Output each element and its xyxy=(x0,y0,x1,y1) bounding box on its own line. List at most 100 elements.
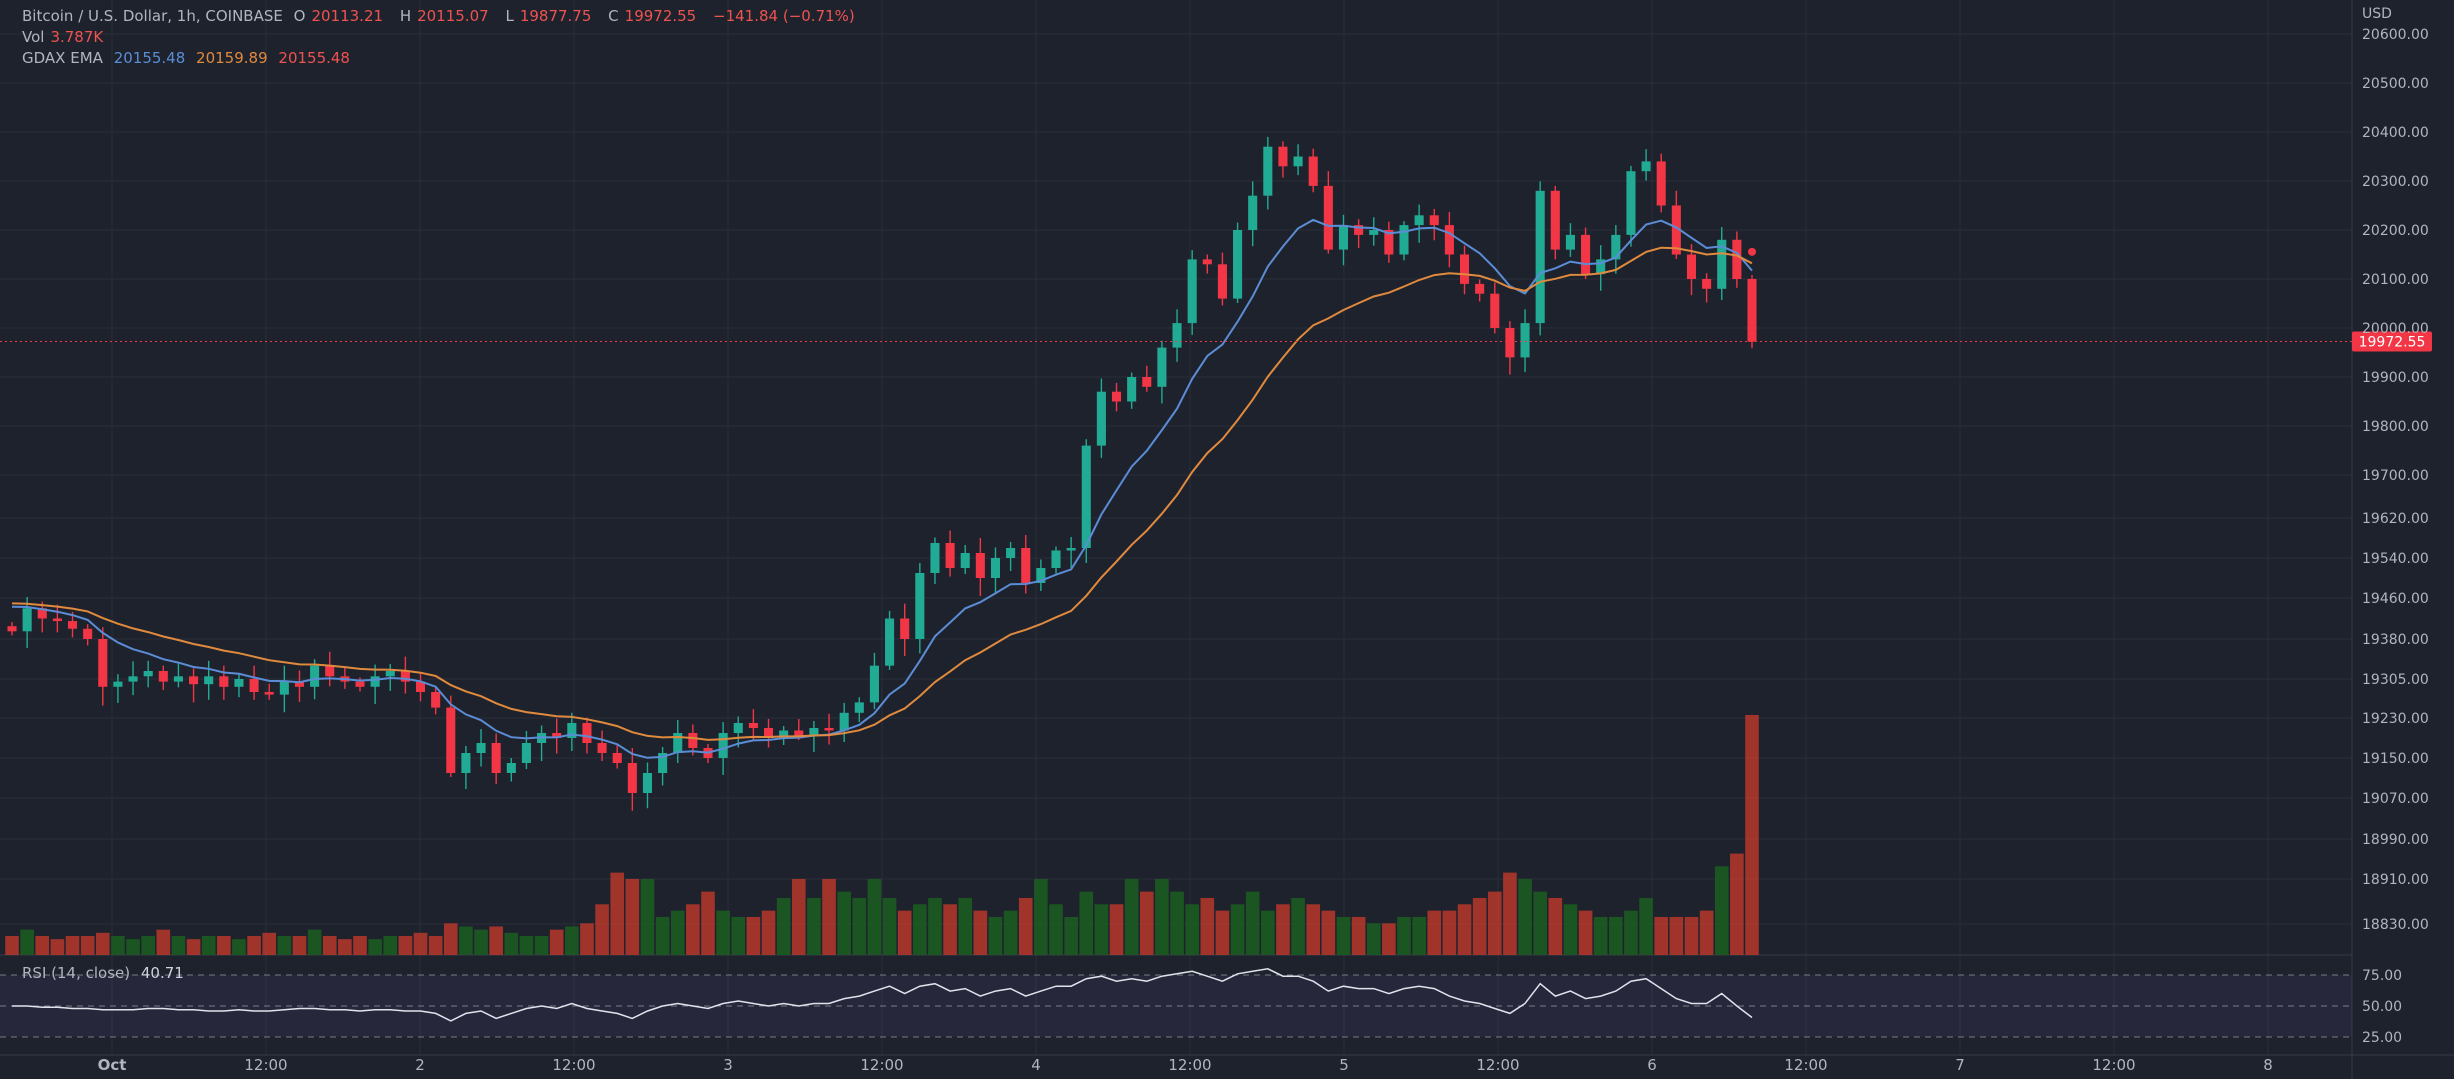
volume-bar xyxy=(1336,916,1351,955)
candle-body xyxy=(1671,205,1681,255)
volume-bar xyxy=(1003,910,1018,955)
ohlc-high: H 20115.07 xyxy=(399,7,489,25)
volume-bar xyxy=(65,935,80,955)
ema-label: GDAX EMA xyxy=(22,49,103,67)
volume-value: 3.787K xyxy=(50,28,104,46)
volume-bar xyxy=(1412,916,1426,955)
volume-bar xyxy=(111,935,125,955)
rsi-line xyxy=(12,968,1753,1022)
volume-bar xyxy=(5,935,19,955)
candle-body xyxy=(915,573,925,639)
candle-body xyxy=(1459,254,1470,284)
candle-body xyxy=(1278,146,1288,167)
candle-body xyxy=(854,702,864,713)
volume-bar xyxy=(126,939,140,955)
rsi-tick-label: 25.00 xyxy=(2362,1030,2402,1046)
price-tick-label: 19230.00 xyxy=(2362,711,2429,727)
volume-bar xyxy=(1079,891,1094,955)
volume-bar xyxy=(186,939,201,955)
volume-bar xyxy=(716,910,730,955)
volume-bar xyxy=(701,891,715,955)
candle-body xyxy=(1747,279,1757,342)
candle-body xyxy=(1066,548,1076,551)
ohlc-open: O 20113.21 xyxy=(293,7,384,25)
candle-body xyxy=(748,723,758,728)
volume-bar xyxy=(95,932,110,955)
rsi-tick-label: 50.00 xyxy=(2362,999,2402,1015)
price-tick-label: 18830.00 xyxy=(2362,917,2429,933)
candle-body xyxy=(98,639,108,687)
volume-bar xyxy=(1382,923,1396,955)
ema-value-3: 20155.48 xyxy=(278,49,350,67)
volume-bar xyxy=(277,935,292,955)
candle-body xyxy=(1233,230,1243,299)
candle-body xyxy=(1248,195,1258,230)
volume-bar xyxy=(262,932,277,955)
volume-bar xyxy=(1351,916,1366,955)
volume-bar xyxy=(776,897,791,955)
time-tick-label: 4 xyxy=(1031,1056,1041,1074)
candle-body xyxy=(415,681,426,692)
axis-currency-label: USD xyxy=(2362,6,2392,22)
candle-body xyxy=(1641,161,1651,172)
volume-bar xyxy=(1124,878,1139,955)
time-tick-label: 12:00 xyxy=(244,1056,287,1074)
price-tick-label: 20400.00 xyxy=(2362,125,2429,141)
candle-body xyxy=(930,543,940,573)
candle-body xyxy=(642,773,653,793)
candle-body xyxy=(1021,548,1031,583)
time-tick-label: Oct xyxy=(98,1056,127,1074)
volume-bar xyxy=(398,935,413,955)
price-tick-label: 19150.00 xyxy=(2362,751,2429,767)
candle-body xyxy=(1520,323,1530,358)
candle-body xyxy=(491,743,501,773)
candle-body xyxy=(249,679,259,692)
volume-bar xyxy=(459,926,473,955)
volume-bar xyxy=(20,929,34,955)
volume-bar xyxy=(35,935,50,955)
candle-body xyxy=(582,723,592,743)
volume-bar xyxy=(746,916,761,955)
volume-bar xyxy=(595,904,609,955)
price-tick-label: 19700.00 xyxy=(2362,468,2429,484)
volume-bar xyxy=(761,910,776,955)
ema-fast-line xyxy=(11,218,1753,759)
candle-body xyxy=(52,618,62,622)
volume-bar xyxy=(1321,910,1336,955)
volume-bar xyxy=(791,878,806,955)
volume-bar xyxy=(1200,897,1215,955)
volume-bar xyxy=(1397,916,1411,955)
volume-bar xyxy=(822,878,836,955)
volume-bar xyxy=(852,897,867,955)
rsi-tick-label: 75.00 xyxy=(2362,968,2402,984)
candle-body xyxy=(158,671,168,682)
candle-body xyxy=(83,628,93,639)
candle-body xyxy=(1475,283,1485,294)
volume-label: Vol xyxy=(22,28,45,46)
volume-bar xyxy=(217,935,231,955)
candle-body xyxy=(809,728,819,736)
candle-body xyxy=(1490,293,1500,328)
volume-bar xyxy=(1276,904,1290,955)
volume-bar xyxy=(1230,904,1245,955)
candle-body xyxy=(1626,171,1636,235)
volume-bar xyxy=(913,904,927,955)
candle-body xyxy=(1111,391,1122,402)
volume-bar xyxy=(928,897,942,955)
volume-bar xyxy=(1503,872,1517,955)
time-tick-label: 12:00 xyxy=(1168,1056,1211,1074)
volume-bar xyxy=(353,935,367,955)
candle-body xyxy=(1172,323,1182,348)
candle-body xyxy=(597,743,607,753)
volume-legend: Vol 3.787K xyxy=(22,27,109,47)
candle-body xyxy=(219,676,229,687)
candle-body xyxy=(975,553,985,578)
volume-bar xyxy=(549,929,564,955)
price-tick-label: 20000.00 xyxy=(2362,321,2429,337)
candle-body xyxy=(1202,259,1212,265)
candle-body xyxy=(1384,230,1394,255)
candle-body xyxy=(567,723,577,738)
price-tick-label: 19800.00 xyxy=(2362,419,2429,435)
candle-body xyxy=(1429,215,1439,226)
